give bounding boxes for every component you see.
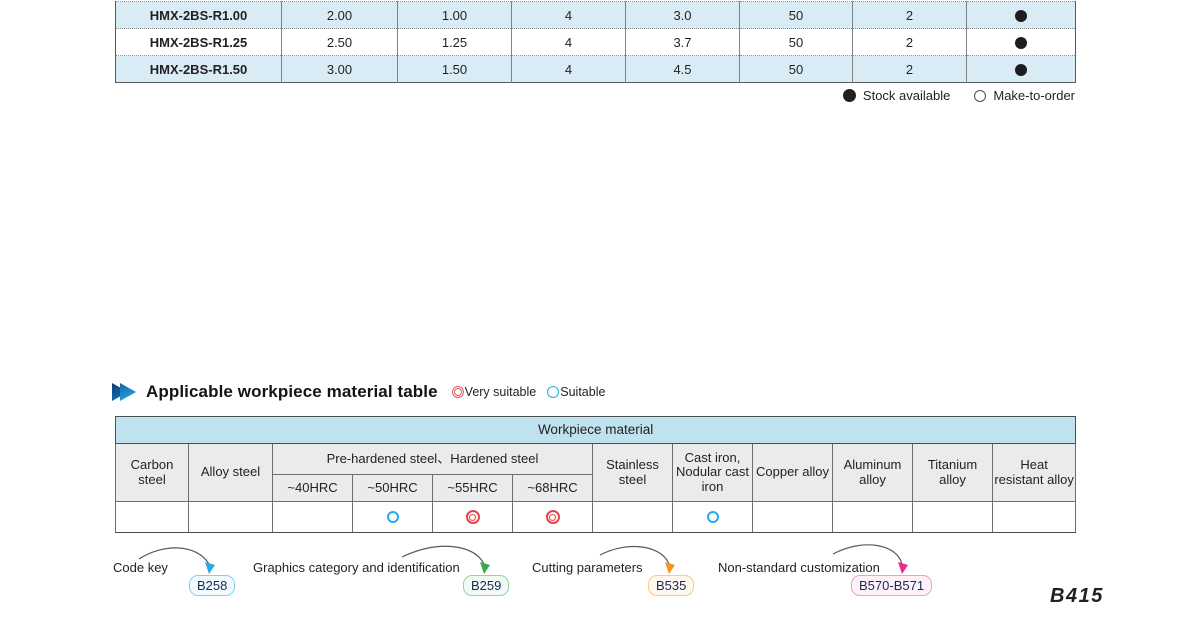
column-header: Stainless steel bbox=[592, 443, 673, 502]
stock-available-icon bbox=[1015, 64, 1027, 77]
value-cell: 2 bbox=[852, 1, 967, 29]
stock-available-icon bbox=[842, 89, 856, 102]
value-cell: 50 bbox=[739, 28, 853, 56]
page-ref-badge: B258 bbox=[189, 575, 236, 596]
legend-item-make-to-order: Make-to-order bbox=[974, 88, 1075, 103]
legend-label: Very suitable bbox=[464, 385, 537, 399]
column-header: Alloy steel bbox=[188, 443, 273, 502]
legend-label: Make-to-order bbox=[993, 88, 1075, 103]
column-header: ~55HRC bbox=[432, 474, 513, 502]
value-cell: 2.50 bbox=[281, 28, 398, 56]
table-row: HMX-2BS-R1.00 2.00 1.00 4 3.0 50 2 bbox=[115, 1, 1076, 29]
page-ref-badge: B570-B571 bbox=[851, 575, 933, 596]
arrowhead-icon bbox=[480, 562, 490, 574]
model-cell: HMX-2BS-R1.00 bbox=[149, 7, 248, 23]
header-row: Carbon steel Alloy steel Pre-hardened st… bbox=[115, 443, 1077, 502]
footnote-label-nonstandard: Non-standard customization bbox=[718, 560, 880, 575]
page-ref-badge: B535 bbox=[648, 575, 695, 596]
stock-cell bbox=[966, 1, 1076, 29]
value-cell: 1.00 bbox=[397, 1, 512, 29]
arrowhead-icon bbox=[205, 562, 215, 574]
value-cell: 4 bbox=[511, 28, 626, 56]
value-cell: 1.50 bbox=[397, 55, 512, 83]
legend-label: Stock available bbox=[862, 88, 951, 103]
spec-table: HMX-2BS-R1.00 2.00 1.00 4 3.0 50 2 HMX-2… bbox=[115, 1, 1076, 83]
legend-item-very-suitable: Very suitable bbox=[451, 385, 537, 399]
value-cell: 3.00 bbox=[281, 55, 398, 83]
column-header: Copper alloy bbox=[752, 443, 833, 502]
very-suitable-icon bbox=[545, 510, 560, 525]
subheader-row: ~40HRC ~50HRC ~55HRC ~68HRC bbox=[116, 474, 1076, 502]
table-row: HMX-2BS-R1.25 2.50 1.25 4 3.7 50 2 bbox=[115, 28, 1076, 56]
make-to-order-icon bbox=[974, 89, 987, 102]
table-title: Workpiece material bbox=[115, 416, 1076, 444]
value-cell: 3.0 bbox=[625, 1, 740, 29]
value-cell: 4 bbox=[511, 1, 626, 29]
very-suitable-icon bbox=[451, 386, 464, 398]
value-cell: 2.00 bbox=[281, 1, 398, 29]
page-ref-badge: B259 bbox=[463, 575, 510, 596]
column-header: ~50HRC bbox=[352, 474, 433, 502]
workpiece-material-table: Workpiece material Carbon steel Alloy st… bbox=[115, 416, 1077, 533]
arrowhead-icon bbox=[898, 562, 908, 574]
value-cell: 2 bbox=[852, 28, 967, 56]
column-header: Cast iron, Nodular cast iron bbox=[672, 443, 753, 502]
model-cell: HMX-2BS-R1.25 bbox=[115, 28, 282, 56]
column-header: Aluminum alloy bbox=[832, 443, 913, 502]
column-header: ~40HRC bbox=[272, 474, 353, 502]
column-header: ~68HRC bbox=[512, 474, 593, 502]
legend-label: Suitable bbox=[560, 385, 606, 399]
table-row: HMX-2BS-R1.50 3.00 1.50 4 4.5 50 2 bbox=[115, 55, 1076, 83]
very-suitable-icon bbox=[465, 510, 480, 525]
legend-item-suitable: Suitable bbox=[547, 385, 605, 399]
value-cell: 2 bbox=[852, 55, 967, 83]
stock-available-icon bbox=[1015, 37, 1027, 50]
value-cell: 1.25 bbox=[397, 28, 512, 56]
footnote-label-cutting: Cutting parameters bbox=[532, 560, 643, 575]
table-title-row: Workpiece material bbox=[115, 416, 1076, 444]
value-cell: 3.7 bbox=[625, 28, 740, 56]
value-cell: 4 bbox=[511, 55, 626, 83]
double-chevron-icon bbox=[112, 383, 137, 401]
value-cell: 50 bbox=[739, 1, 853, 29]
column-header: Titanium alloy bbox=[912, 443, 993, 502]
column-header: Heat resistant alloy bbox=[991, 443, 1077, 502]
model-cell: HMX-2BS-R1.50 bbox=[115, 55, 282, 83]
value-cell: 50 bbox=[739, 55, 853, 83]
footnote-label-graphics: Graphics category and identification bbox=[253, 560, 460, 575]
column-header: Carbon steel bbox=[115, 443, 189, 502]
footnote-label-code-key: Code key bbox=[113, 560, 168, 575]
material-section-heading: Applicable workpiece material table Very… bbox=[112, 382, 605, 402]
legend-item-stock-available: Stock available bbox=[842, 88, 951, 103]
stock-legend: Stock available Make-to-order bbox=[115, 88, 1075, 103]
stock-cell bbox=[966, 55, 1076, 83]
column-group-header: Pre-hardened steel、Hardened steel bbox=[272, 443, 593, 475]
stock-cell bbox=[966, 28, 1076, 56]
page-number: B415 bbox=[1050, 585, 1104, 607]
arrowhead-icon bbox=[665, 562, 675, 574]
suitable-icon bbox=[547, 386, 560, 398]
suitable-icon bbox=[706, 511, 719, 524]
stock-available-icon bbox=[1015, 10, 1027, 23]
suitability-legend: Very suitable Suitable bbox=[451, 385, 605, 399]
section-title: Applicable workpiece material table bbox=[146, 382, 438, 401]
suitability-row bbox=[115, 501, 1077, 533]
value-cell: 4.5 bbox=[625, 55, 740, 83]
suitable-icon bbox=[386, 511, 399, 524]
